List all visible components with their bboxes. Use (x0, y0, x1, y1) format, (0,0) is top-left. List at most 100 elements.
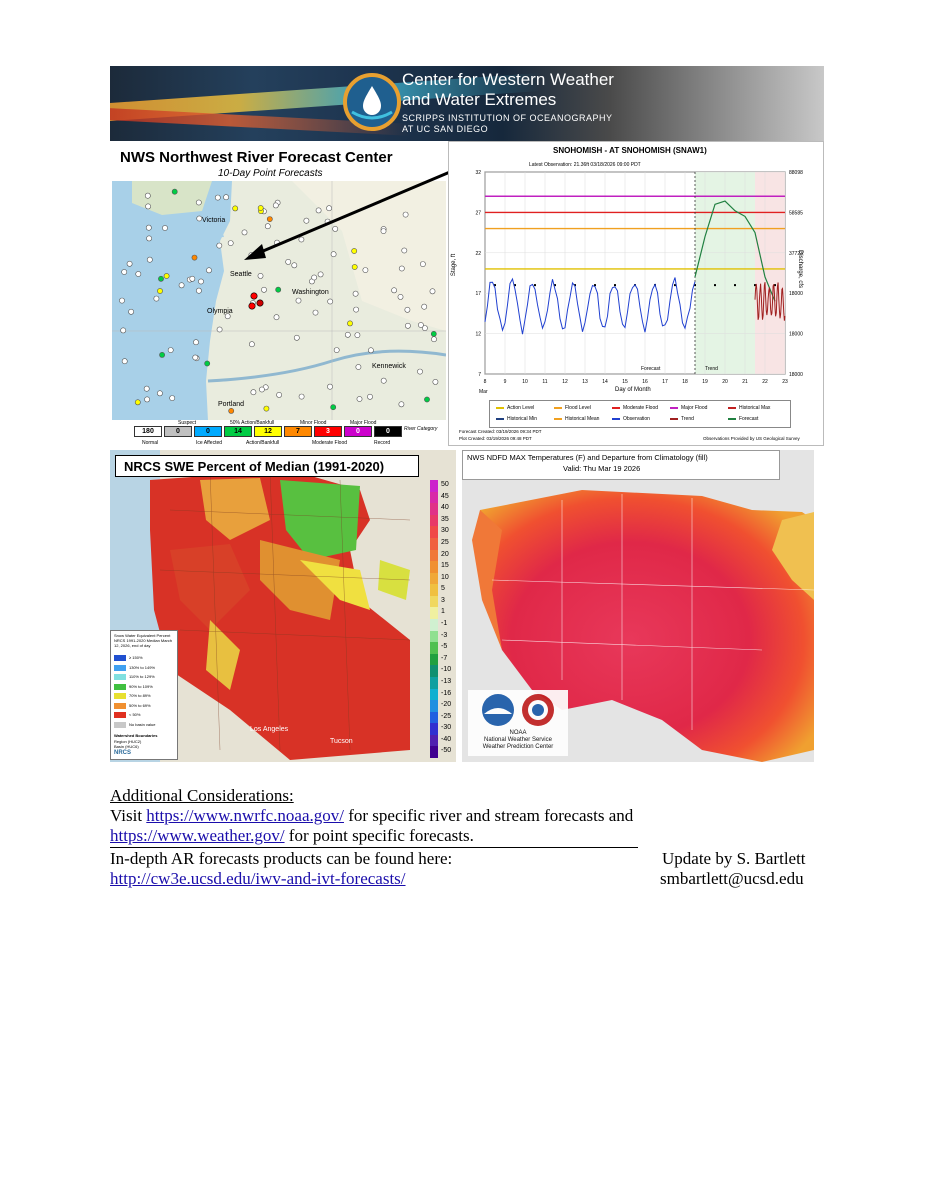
hydrograph-plot-created: Plot Created: 03/19/2026 09:48 PDT (459, 436, 532, 441)
temperature-departure-scale: 50 45 40 35 30 25 20 15 10 5 3 1 -1 -3 -5 -7 -10 -13 -16 -2… (430, 480, 456, 759)
river-gauge-marker (380, 228, 387, 234)
hydrograph-forecast-created: Forecast Created: 03/19/2026 09:34 PDT (459, 429, 542, 434)
legend-header-action: 50% Action/Bankfull (230, 420, 275, 426)
svg-text:16: 16 (642, 379, 648, 385)
river-gauge-marker (189, 275, 196, 282)
legend-label: Observation (623, 416, 650, 422)
nwrfc-link[interactable]: https://www.nwrfc.noaa.gov/ (146, 806, 344, 825)
scale-tick-label: -13 (441, 677, 452, 685)
legend-swatch (728, 406, 736, 409)
scale-swatch (430, 746, 438, 759)
river-gauge-marker (391, 287, 397, 294)
river-gauge-marker (430, 330, 437, 337)
banner-subtitle-line2: AT UC SAN DIEGO (402, 124, 489, 134)
scale-tick-label: -20 (441, 701, 452, 709)
river-gauge-marker (145, 224, 152, 231)
river-gauge-marker (330, 404, 337, 411)
river-gauge-marker (121, 358, 128, 365)
svg-text:18: 18 (682, 379, 688, 385)
svg-text:8: 8 (484, 379, 487, 385)
weather-gov-link[interactable]: https://www.weather.gov/ (110, 826, 285, 845)
scale-tick-label: 20 (441, 550, 449, 558)
nws-label: National Weather Service (484, 737, 552, 743)
swe-legend-label: 90% to 109% (129, 683, 153, 689)
river-gauge-marker (401, 247, 408, 254)
hydrograph-legend-item: Forecast (728, 416, 758, 422)
swe-legend-swatch (114, 712, 126, 718)
scale-tick-label: 50 (441, 481, 449, 488)
river-gauge-marker (257, 273, 264, 279)
river-gauge-marker (352, 290, 359, 297)
svg-text:12: 12 (475, 332, 481, 338)
flooding-gauge-marker (250, 292, 258, 300)
river-gauge-marker (171, 188, 178, 195)
banner-subtitle-line1: SCRIPPS INSTITUTION OF OCEANOGRAPHY (402, 113, 613, 123)
legend-header-minor: Minor Flood (300, 420, 327, 426)
river-gauge-marker (119, 297, 125, 304)
svg-text:13: 13 (582, 379, 588, 385)
river-gauge-marker (157, 390, 163, 397)
scale-swatch (430, 480, 438, 493)
river-gauge-marker (353, 306, 359, 313)
river-gauge-marker (144, 192, 151, 199)
river-gauge-marker (326, 205, 332, 212)
hydrograph-legend-item: Trend (670, 416, 694, 422)
svg-text:20: 20 (722, 379, 728, 385)
swe-boundaries-title: Watershed Boundaries (114, 733, 158, 738)
cw3e-forecast-link[interactable]: http://cw3e.ucsd.edu/iwv-and-ivt-forecas… (110, 869, 406, 888)
update-by-text: Update by S. Bartlett (662, 849, 806, 868)
svg-text:37723: 37723 (789, 251, 803, 257)
hydrograph-legend-item: Flood Level (554, 405, 591, 411)
river-gauge-marker (354, 332, 361, 338)
river-gauge-marker (417, 322, 424, 328)
river-gauge-marker (355, 364, 362, 370)
swe-legend-item: 70% to 89% (114, 693, 151, 699)
river-gauge-marker (419, 261, 426, 267)
river-gauge-marker (432, 378, 439, 385)
river-gauge-marker (273, 314, 280, 321)
river-gauge-marker (424, 396, 430, 403)
scale-swatch (430, 549, 438, 562)
scale-tick-label: -1 (441, 620, 448, 627)
scale-tick-label: 10 (441, 573, 449, 581)
swe-legend-swatch (114, 693, 126, 699)
legend-swatch (670, 417, 678, 420)
river-gauge-marker (285, 259, 292, 265)
legend-count-box: 180 (134, 426, 162, 437)
river-gauge-marker (312, 309, 319, 316)
svg-text:18000: 18000 (789, 372, 803, 378)
legend-swatch (670, 406, 678, 409)
scale-tick-label: -16 (441, 689, 452, 697)
legend-swatch (496, 417, 504, 420)
nwrfc-title: NWS Northwest River Forecast Center (120, 149, 393, 166)
swe-legend-swatch (114, 674, 126, 680)
svg-text:10: 10 (522, 379, 528, 385)
legend-footer-ice: Ice Affected (196, 440, 223, 446)
river-gauge-marker (327, 298, 334, 305)
scale-tick-label: -40 (441, 735, 452, 743)
swe-boundary-region: Region (HUC2) (114, 739, 142, 744)
river-gauge-marker (303, 217, 310, 224)
swe-legend-item: 130% to 149% (114, 664, 155, 671)
scale-tick-label: -25 (441, 712, 452, 720)
river-gauge-marker (191, 254, 198, 261)
river-gauge-marker (257, 205, 264, 211)
river-gauge-marker (295, 297, 302, 304)
scale-tick-label: 40 (441, 504, 449, 512)
river-gauge-marker (216, 326, 223, 333)
svg-text:12: 12 (562, 379, 568, 385)
scale-swatch (430, 688, 438, 701)
snohomish-hydrograph-panel: SNOHOMISH - AT SNOHOMISH (SNAW1) Latest … (448, 141, 824, 446)
river-gauge-marker (421, 303, 428, 310)
river-gauge-marker (192, 354, 199, 361)
river-gauge-marker (398, 265, 405, 272)
river-gauge-marker (431, 336, 437, 343)
swe-boundary-basin: Basin (HUC6) (114, 744, 139, 749)
legend-label: Action Level (507, 405, 535, 411)
svg-text:32: 32 (475, 170, 481, 176)
hydrograph-title: SNOHOMISH - AT SNOHOMISH (SNAW1) (553, 146, 707, 155)
scale-swatch (430, 734, 438, 747)
legend-swatch (554, 406, 562, 409)
river-gauge-marker (169, 395, 176, 401)
cw3e-banner: Center for Western Weather and Water Ext… (110, 66, 824, 141)
